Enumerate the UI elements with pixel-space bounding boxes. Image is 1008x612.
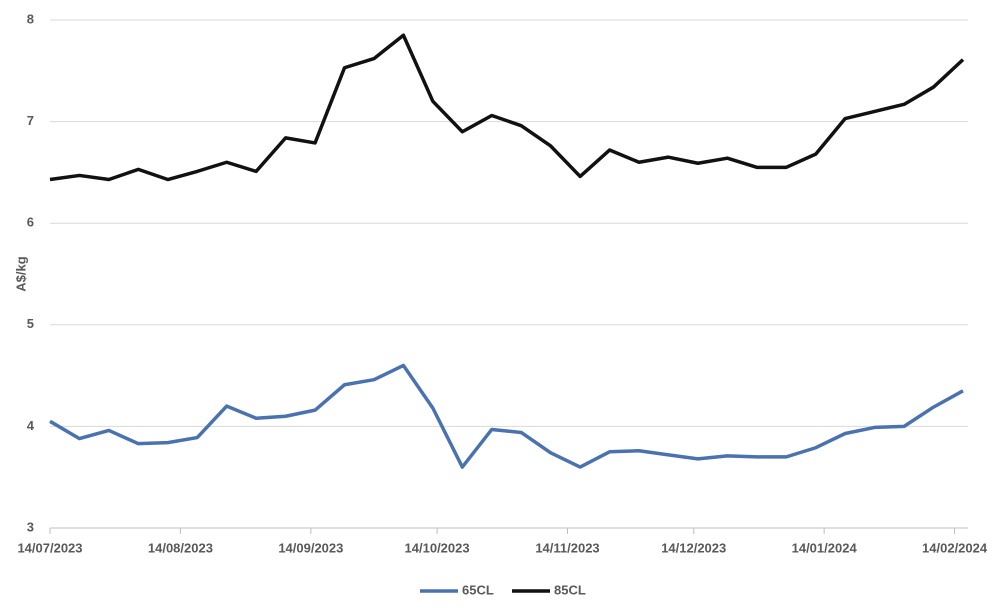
y-tick-label: 8 — [27, 11, 34, 26]
y-tick-label: 4 — [27, 418, 35, 433]
x-tick-label: 14/02/2024 — [922, 540, 988, 555]
y-tick-label: 6 — [27, 215, 34, 230]
y-axis-label: A$/kg — [13, 256, 28, 291]
x-tick-label: 14/12/2023 — [661, 540, 726, 555]
y-tick-label: 5 — [27, 316, 34, 331]
series-line — [49, 33, 965, 182]
x-tick-label: 14/10/2023 — [405, 540, 470, 555]
legend-label: 65CL — [462, 582, 494, 597]
x-tick-label: 14/07/2023 — [17, 540, 82, 555]
x-tick-label: 14/11/2023 — [535, 540, 599, 555]
legend-label: 85CL — [554, 582, 586, 597]
x-tick-label: 14/08/2023 — [148, 540, 213, 555]
y-tick-label: 7 — [27, 113, 34, 128]
x-tick-label: 14/09/2023 — [278, 540, 343, 555]
y-tick-label: 3 — [27, 519, 34, 534]
series-line — [49, 363, 964, 469]
x-tick-label: 14/01/2024 — [792, 540, 858, 555]
